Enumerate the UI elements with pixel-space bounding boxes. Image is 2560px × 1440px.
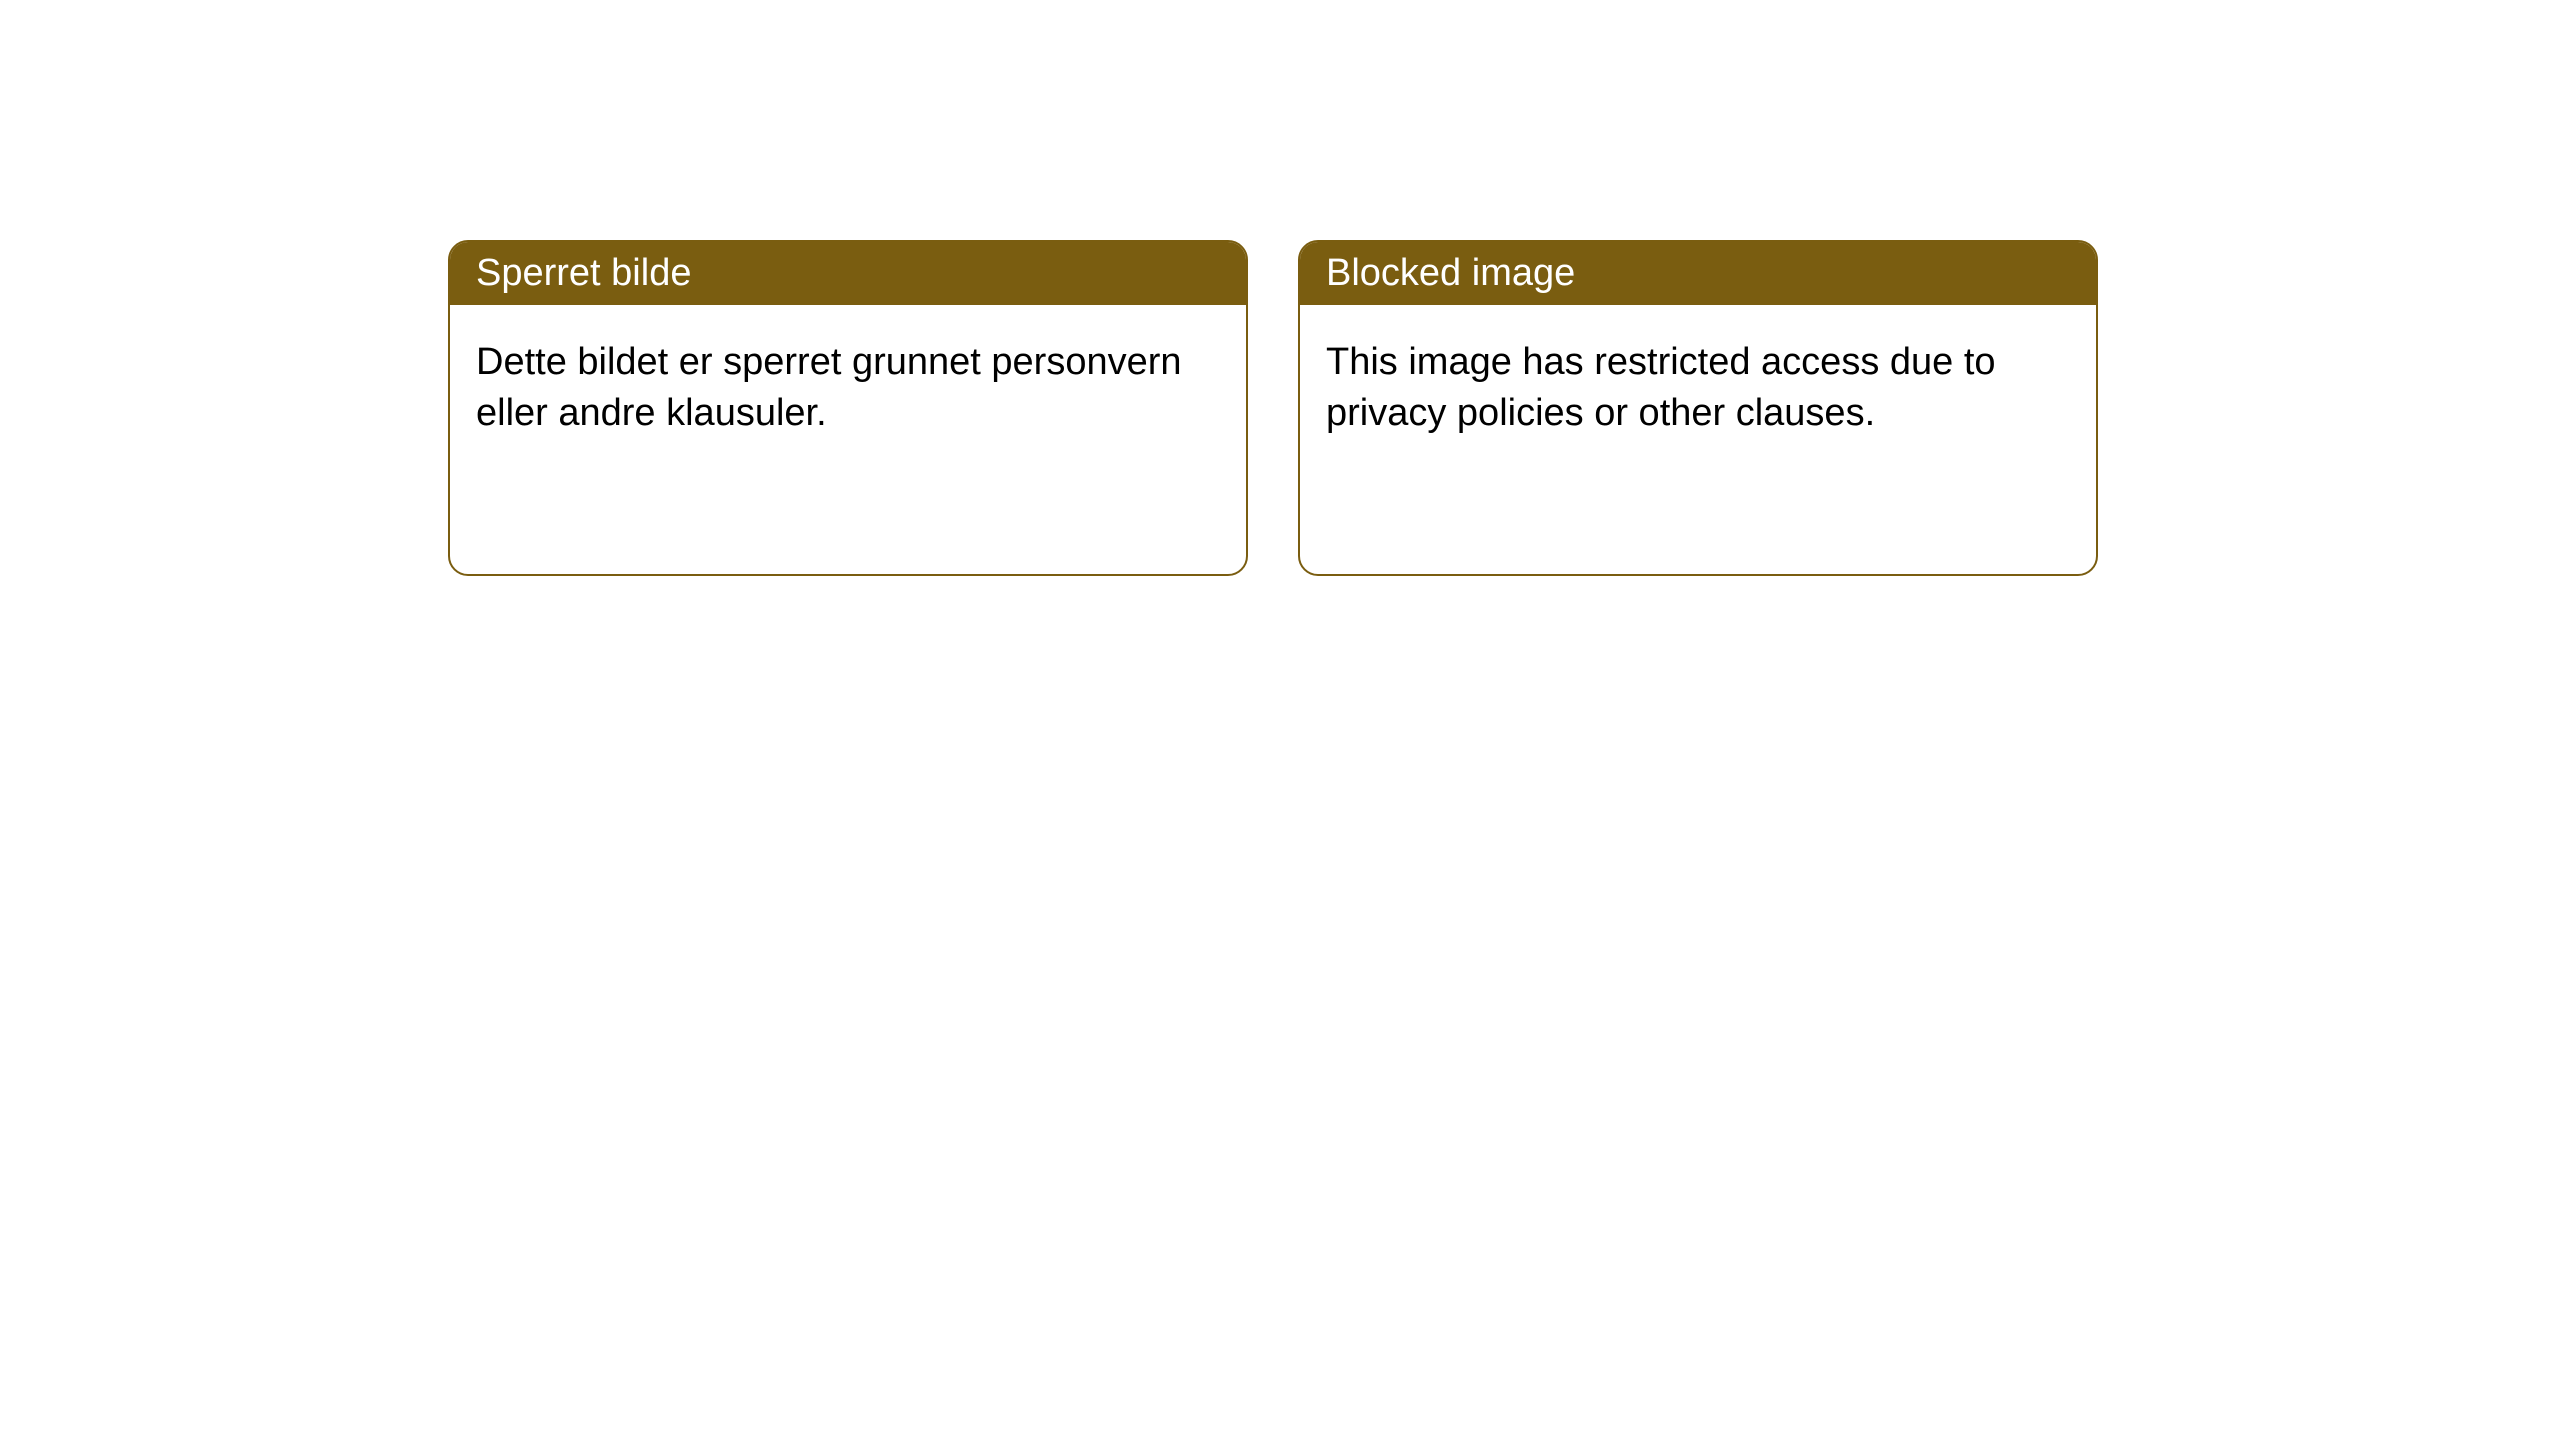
card-header: Blocked image <box>1300 242 2096 305</box>
card-body: Dette bildet er sperret grunnet personve… <box>450 305 1246 472</box>
card-body-text: This image has restricted access due to … <box>1326 341 1996 434</box>
card-header-text: Sperret bilde <box>476 252 691 294</box>
card-header: Sperret bilde <box>450 242 1246 305</box>
notice-card-english: Blocked image This image has restricted … <box>1298 240 2098 576</box>
card-header-text: Blocked image <box>1326 252 1575 294</box>
notice-cards-container: Sperret bilde Dette bildet er sperret gr… <box>448 240 2098 576</box>
card-body-text: Dette bildet er sperret grunnet personve… <box>476 341 1182 434</box>
notice-card-norwegian: Sperret bilde Dette bildet er sperret gr… <box>448 240 1248 576</box>
card-body: This image has restricted access due to … <box>1300 305 2096 472</box>
